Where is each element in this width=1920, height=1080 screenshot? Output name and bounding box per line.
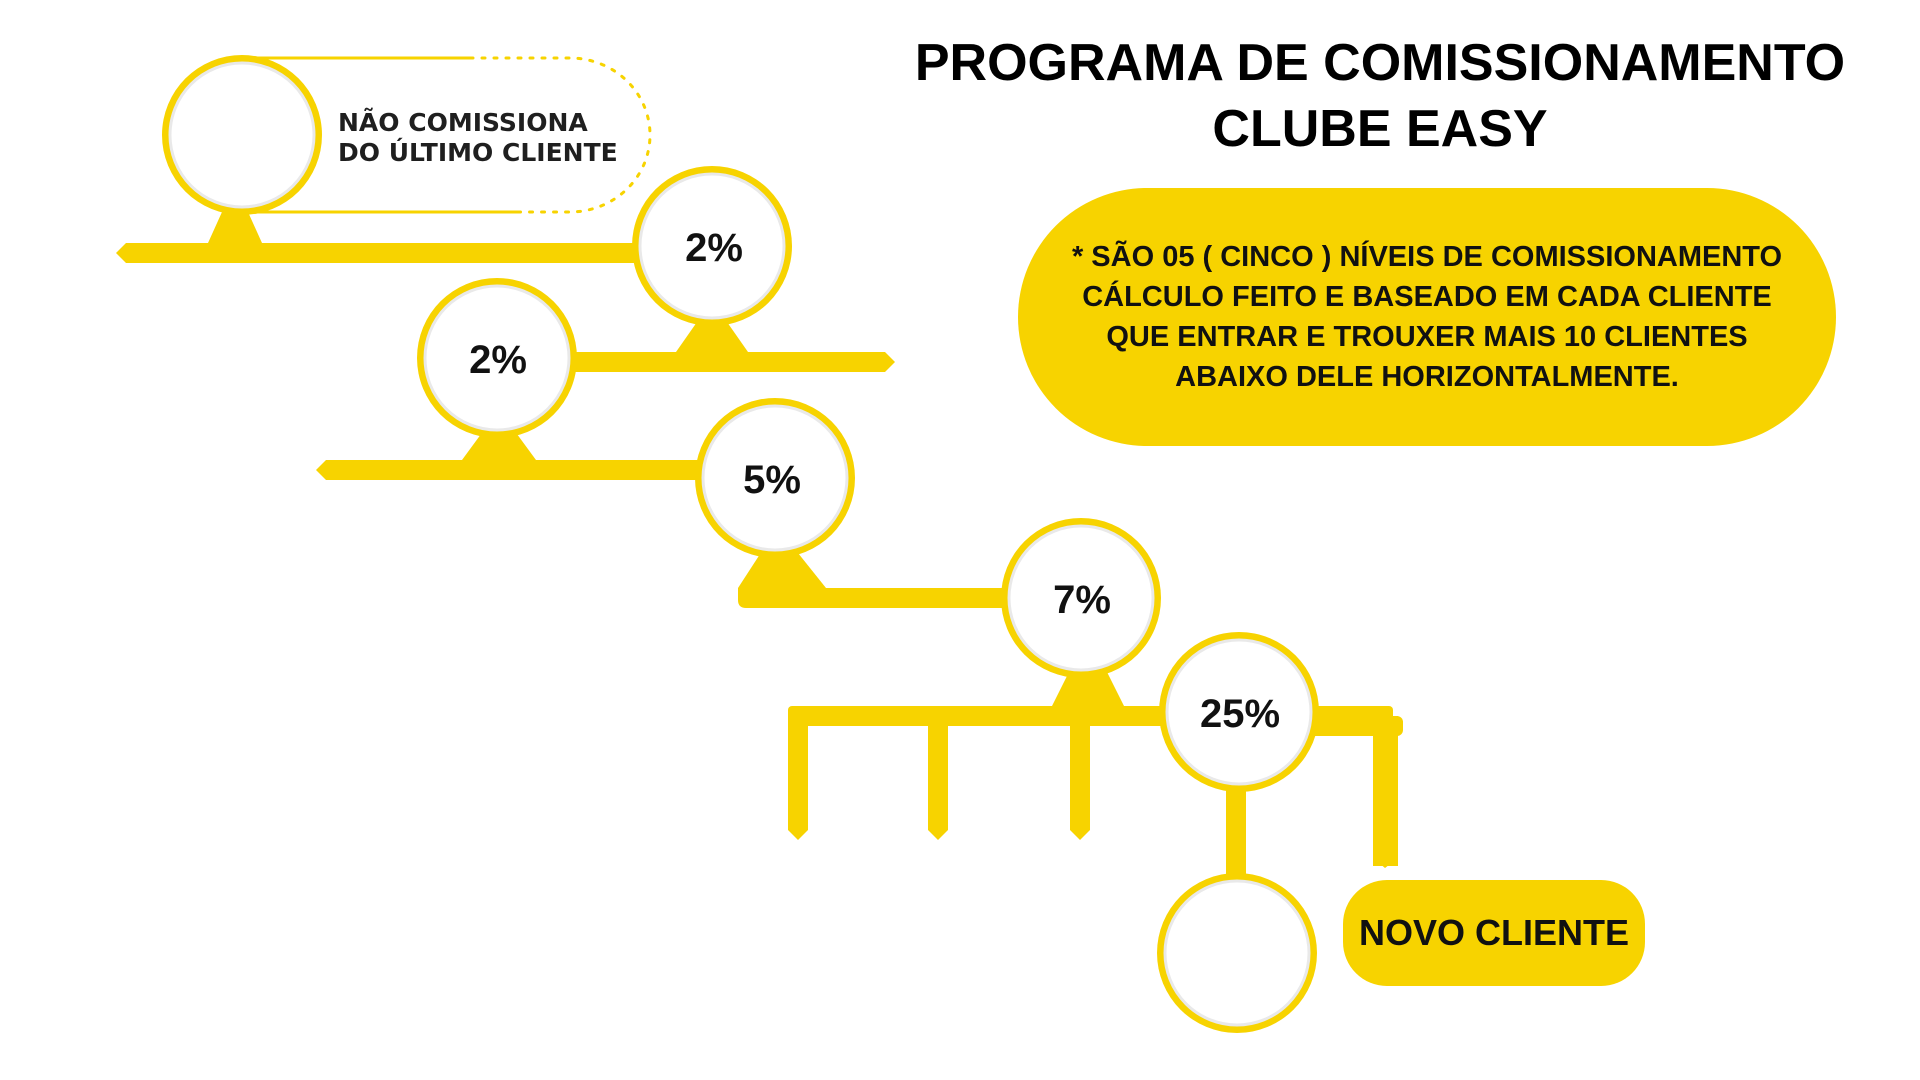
connector-new-client: [1226, 780, 1246, 895]
level-node-3: 5%: [695, 398, 855, 558]
level-4-label: 7%: [1053, 578, 1111, 622]
level-2-label: 2%: [469, 338, 527, 382]
top-node-outline: [250, 56, 652, 214]
info-note-text: * SÃO 05 ( CINCO ) NÍVEIS DE COMISSIONAM…: [1071, 241, 1783, 393]
info-note: * SÃO 05 ( CINCO ) NÍVEIS DE COMISSIONAM…: [1018, 188, 1836, 446]
new-client-label: NOVO CLIENTE: [1343, 880, 1645, 986]
level-node-2: 2%: [417, 278, 577, 438]
level-1-label: 2%: [685, 226, 743, 270]
connector-bar-3: [316, 430, 760, 480]
connector-bar-1: [116, 212, 720, 263]
title-line-1: PROGRAMA DE COMISSIONAMENTO: [914, 34, 1846, 92]
title-line-2: CLUBE EASY: [1212, 100, 1548, 158]
level-3-label: 5%: [743, 458, 801, 502]
page-title: PROGRAMA DE COMISSIONAMENTO CLUBE EASY: [880, 30, 1880, 162]
level-node-5: 25%: [1159, 632, 1319, 792]
connector-bar-2: [560, 322, 895, 372]
top-node-label: NÃO COMISSIONA DO ÚLTIMO CLIENTE: [338, 108, 618, 167]
new-client-node: [1157, 873, 1317, 1033]
level-node-1: 2%: [632, 166, 792, 326]
top-node: [162, 55, 322, 215]
level-5-label: 25%: [1200, 692, 1280, 736]
level-node-4: 7%: [1001, 518, 1161, 678]
connector-bar-4: [738, 548, 1060, 608]
